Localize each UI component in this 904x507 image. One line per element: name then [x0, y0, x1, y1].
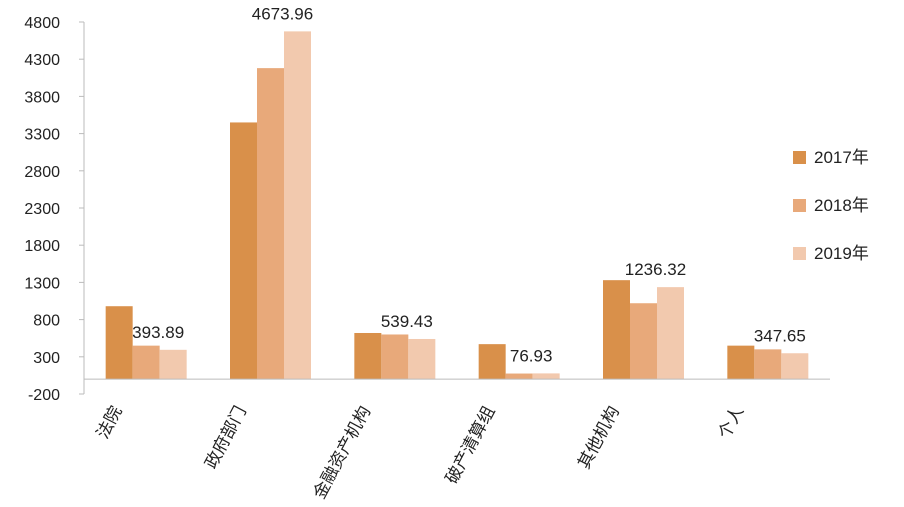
bar-2-4	[505, 373, 533, 380]
data-label: 76.93	[510, 346, 553, 365]
bar-3-6	[781, 353, 809, 380]
data-label: 4673.96	[252, 4, 313, 23]
bar-1-6	[727, 345, 755, 380]
y-tick-label: 800	[33, 313, 60, 330]
bar-1-2	[230, 122, 257, 380]
legend-swatch	[793, 199, 806, 212]
data-label: 393.89	[132, 323, 184, 342]
x-category-label: 其他机构	[574, 403, 623, 472]
legend: 2017年 2018年 2019年	[793, 148, 869, 263]
y-tick-label: 2300	[24, 201, 60, 218]
bars-layer	[105, 31, 809, 380]
bar-1-4	[478, 344, 506, 380]
x-axis: 法院 政府部门 金融资产机构 破产清算组 其他机构 个人	[84, 378, 830, 502]
x-category-label: 政府部门	[201, 403, 250, 472]
bar-2-6	[754, 349, 782, 380]
y-tick-label: 4800	[24, 15, 60, 32]
bar-2-1	[132, 345, 160, 380]
x-category-label: 金融资产机构	[310, 403, 375, 502]
y-axis: -200 300 800 1300 1800 2300 2800 3300 3800 4300 48…	[24, 15, 85, 404]
y-tick-label: 3300	[24, 127, 60, 144]
y-tick-label: 300	[33, 350, 60, 367]
y-tick-label: 3800	[24, 89, 60, 106]
bar-3-1	[159, 349, 187, 380]
data-labels-layer: 393.89 4673.96 539.43 76.93 1236.32 347.65	[132, 4, 806, 365]
legend-swatch	[793, 151, 806, 164]
bar-1-1	[105, 306, 133, 380]
y-tick-label: 1800	[24, 238, 60, 255]
y-tick-label: 2800	[24, 164, 60, 181]
bar-1-3	[354, 332, 382, 380]
data-label: 1236.32	[625, 260, 686, 279]
bar-3-5	[657, 287, 684, 380]
y-tick-label: 4300	[24, 52, 60, 69]
bar-2-5	[630, 303, 657, 380]
legend-label: 2017年	[814, 148, 869, 167]
data-label: 539.43	[381, 312, 433, 331]
bar-3-2	[284, 31, 311, 380]
bar-1-5	[603, 280, 630, 380]
legend-label: 2019年	[814, 244, 869, 263]
x-category-label: 个人	[715, 403, 748, 442]
bar-3-4	[532, 373, 560, 380]
x-category-label: 破产清算组	[442, 403, 499, 487]
legend-label: 2018年	[814, 196, 869, 215]
bar-2-2	[257, 68, 284, 380]
y-tick-label: -200	[28, 387, 60, 404]
bar-3-3	[408, 338, 436, 380]
bar-2-3	[381, 334, 409, 380]
data-label: 347.65	[754, 326, 806, 345]
x-category-label: 法院	[93, 403, 126, 442]
y-tick-label: 1300	[24, 275, 60, 292]
legend-swatch	[793, 247, 806, 260]
